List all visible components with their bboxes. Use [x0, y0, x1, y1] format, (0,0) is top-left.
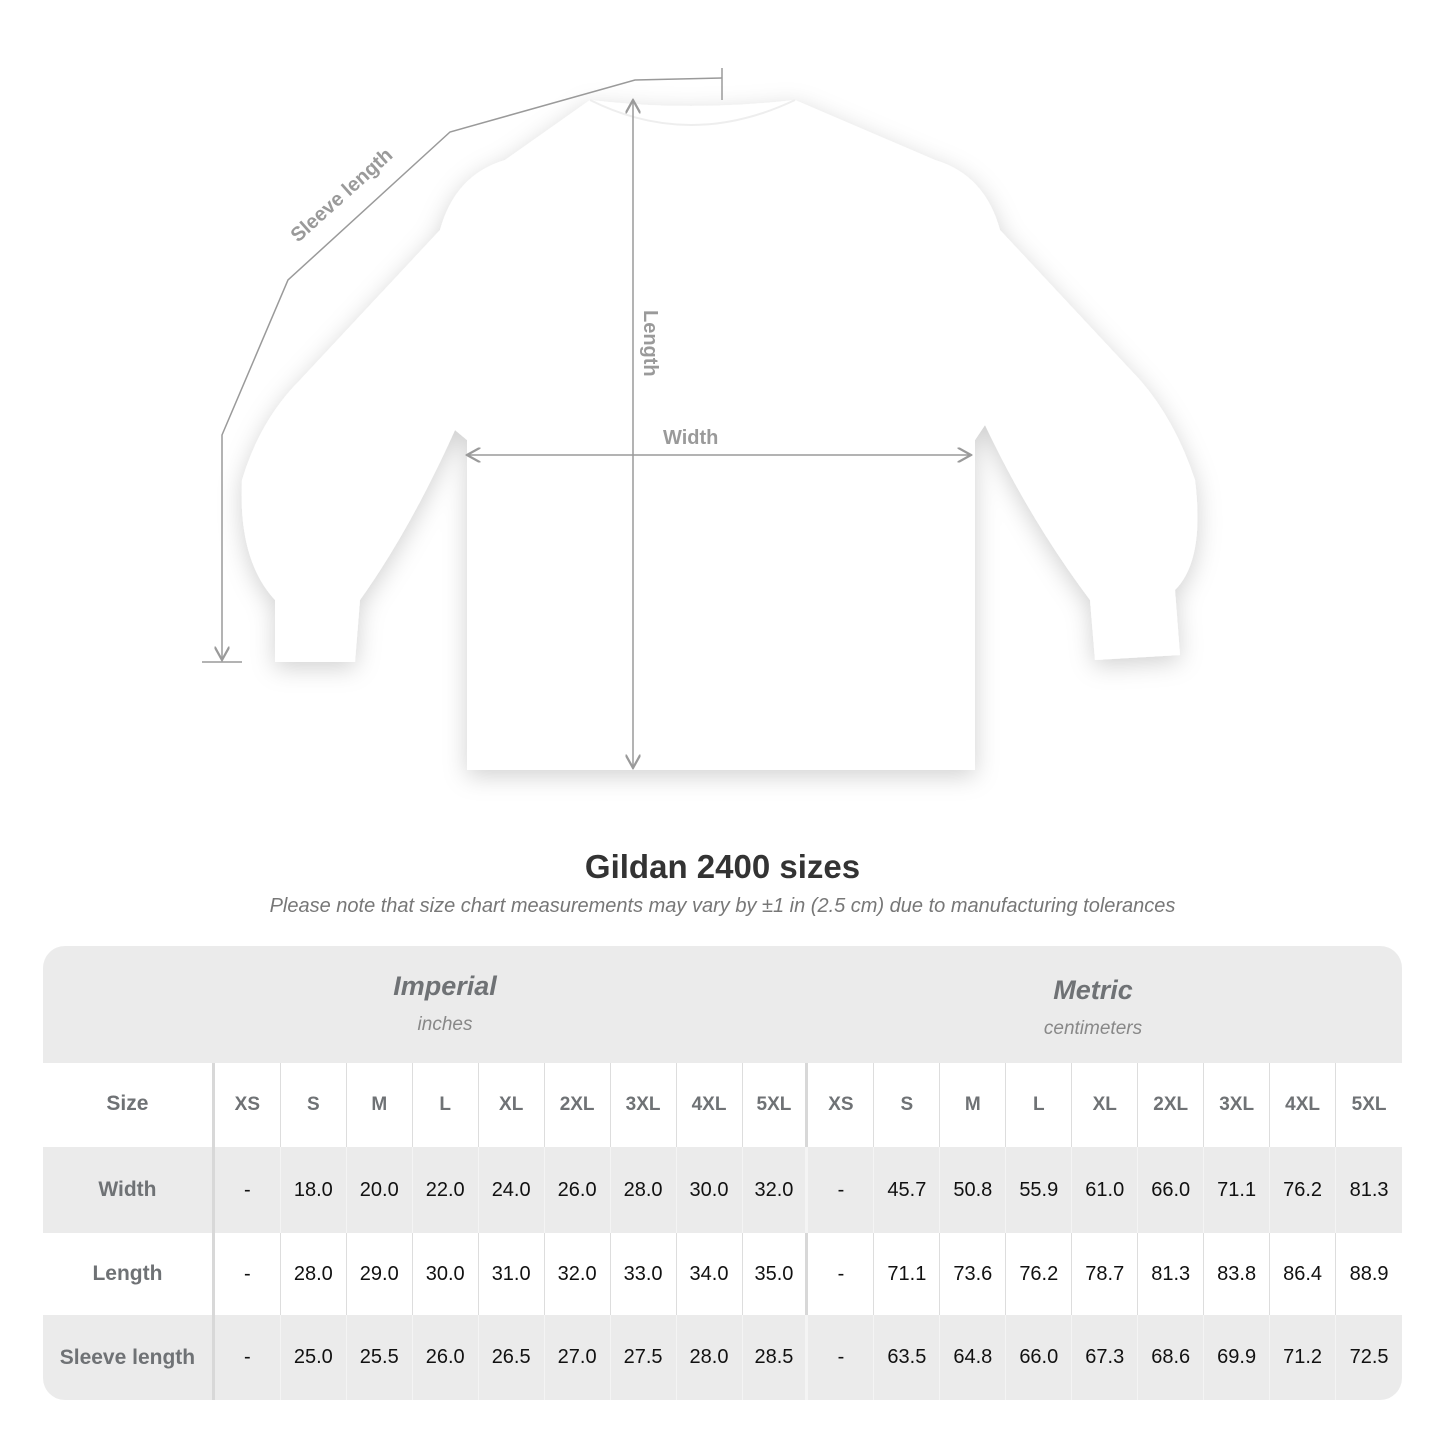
measure-lines — [202, 68, 971, 768]
size-header-imperial: XL — [479, 1063, 545, 1147]
size-header-imperial: M — [347, 1063, 413, 1147]
table-cell: 32.0 — [545, 1233, 611, 1315]
table-cell: 66.0 — [1006, 1315, 1073, 1400]
table-cell: 34.0 — [677, 1233, 743, 1315]
table-cell: 30.0 — [677, 1147, 743, 1233]
table-cell: 78.7 — [1072, 1233, 1139, 1315]
table-cell: 27.5 — [611, 1315, 677, 1400]
size-header-imperial: 2XL — [545, 1063, 611, 1147]
width-label: Width — [663, 427, 718, 449]
table-cell: 50.8 — [940, 1147, 1007, 1233]
length-label: Length — [639, 310, 661, 377]
table-cell: 27.0 — [545, 1315, 611, 1400]
table-cell: 81.3 — [1349, 1178, 1389, 1201]
size-header-imperial: 4XL — [677, 1063, 743, 1147]
table-cell: 88.9 — [1349, 1262, 1389, 1285]
row-label: Size — [43, 1063, 215, 1147]
table-cell: 81.3 — [1138, 1233, 1205, 1315]
size-header-imperial: S — [281, 1063, 347, 1147]
size-header-metric: 3XL — [1204, 1063, 1271, 1147]
size-header-imperial: 3XL — [611, 1063, 677, 1147]
table-cell: 25.5 — [347, 1315, 413, 1400]
size-header-imperial: 5XL — [743, 1063, 809, 1147]
table-cell: 71.2 — [1270, 1315, 1337, 1400]
table-cell: 55.9 — [1006, 1147, 1073, 1233]
table-cell: 28.5 — [743, 1315, 809, 1400]
table-cell: - — [215, 1233, 281, 1315]
table-row: Width -18.0 20.0 22.0 24.0 26.0 28.0 30.0 32.0-4… — [43, 1147, 1402, 1233]
table-cell: - — [808, 1315, 875, 1400]
table-cell: 71.1 — [1204, 1147, 1271, 1233]
table-cell: 25.0 — [281, 1315, 347, 1400]
table-cell: - — [808, 1233, 875, 1315]
tolerance-note: Please note that size chart measurements… — [269, 895, 1176, 917]
table-cell: - — [215, 1147, 281, 1233]
size-header-imperial: L — [413, 1063, 479, 1147]
table-cell: 63.5 — [874, 1315, 941, 1400]
table-cell: 18.0 — [281, 1147, 347, 1233]
table-cell: 33.0 — [611, 1233, 677, 1315]
table-cell: 69.9 — [1204, 1315, 1271, 1400]
table-row: Length -28.0 29.0 30.0 31.0 32.0 33.0 34.0 35.0-… — [43, 1233, 1402, 1315]
size-header-metric: S — [874, 1063, 941, 1147]
table-cell: 72.5 — [1349, 1346, 1389, 1368]
table-header-band — [43, 946, 1402, 1063]
size-header-metric: XS — [808, 1063, 875, 1147]
table-cell: 64.8 — [940, 1315, 1007, 1400]
table-cell: 26.5 — [479, 1315, 545, 1400]
table-cell: 20.0 — [347, 1147, 413, 1233]
table-cell: 67.3 — [1072, 1315, 1139, 1400]
shirt — [241, 100, 1198, 770]
table-cell: 35.0 — [743, 1233, 809, 1315]
table-cell: 26.0 — [545, 1147, 611, 1233]
size-header-metric: XL — [1072, 1063, 1139, 1147]
size-header-imperial: XS — [215, 1063, 281, 1147]
table-cell: 68.6 — [1138, 1315, 1205, 1400]
table-cell: 66.0 — [1138, 1147, 1205, 1233]
size-header-metric: 5XL — [1351, 1094, 1387, 1115]
table-cell: 28.0 — [677, 1315, 743, 1400]
metric-unit: centimeters — [1043, 1018, 1143, 1039]
table-cell: 32.0 — [743, 1147, 809, 1233]
table-cell: 61.0 — [1072, 1147, 1139, 1233]
table-cell: 83.8 — [1204, 1233, 1271, 1315]
table-cell: 22.0 — [413, 1147, 479, 1233]
table-cell: 31.0 — [479, 1233, 545, 1315]
size-header-metric: L — [1006, 1063, 1073, 1147]
metric-header: Metric centimeters — [808, 975, 1378, 1040]
table-cell: 28.0 — [281, 1233, 347, 1315]
size-header-metric: 4XL — [1270, 1063, 1337, 1147]
table-cell: 76.2 — [1006, 1233, 1073, 1315]
table-cell: 24.0 — [479, 1147, 545, 1233]
table-cell: 76.2 — [1270, 1147, 1337, 1233]
imperial-title: Imperial — [393, 971, 497, 1001]
size-header-metric: 2XL — [1138, 1063, 1205, 1147]
table-cell: - — [215, 1315, 281, 1400]
table-cell: 86.4 — [1270, 1233, 1337, 1315]
row-label: Sleeve length — [43, 1315, 215, 1400]
table-cell: 71.1 — [874, 1233, 941, 1315]
metric-title: Metric — [1053, 975, 1133, 1005]
table-cell: 29.0 — [347, 1233, 413, 1315]
table-cell: - — [808, 1147, 875, 1233]
table-cell: 26.0 — [413, 1315, 479, 1400]
page-title: Gildan 2400 sizes — [584, 848, 861, 885]
size-table: Imperial inches Metric centimeters Size X… — [43, 946, 1402, 1400]
row-label: Width — [43, 1147, 215, 1233]
size-header-row: Size XS S M L XL 2XL 3XL 4XL 5XL XS S M L XL 2XL 3XL 4XL 5… — [43, 1063, 1402, 1147]
table-cell: 28.0 — [611, 1147, 677, 1233]
table-cell: 45.7 — [874, 1147, 941, 1233]
table-row: Sleeve length -25.0 25.5 26.0 26.5 27.0 27.5 28… — [43, 1315, 1402, 1400]
imperial-header: Imperial inches — [215, 971, 675, 1036]
table-cell: 30.0 — [413, 1233, 479, 1315]
size-header-metric: M — [940, 1063, 1007, 1147]
table-cell: 73.6 — [940, 1233, 1007, 1315]
shirt-diagram: Sleeve length Length Width — [202, 68, 1198, 770]
imperial-unit: inches — [417, 1014, 473, 1035]
row-label: Length — [43, 1233, 215, 1315]
